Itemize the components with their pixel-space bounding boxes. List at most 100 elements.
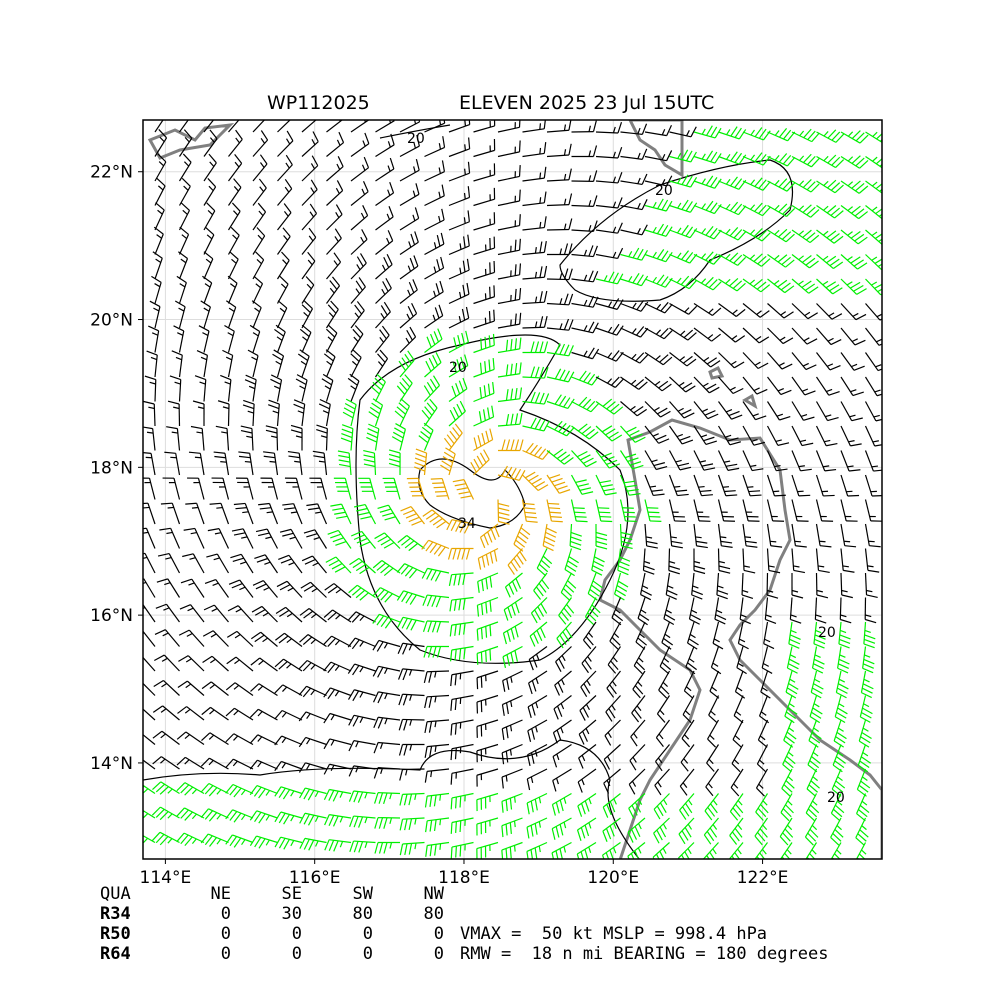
wind-barb <box>250 735 277 745</box>
wind-barb <box>226 810 253 822</box>
wind-barb <box>645 500 661 522</box>
cell-value: 30 <box>231 904 302 924</box>
wind-barb <box>477 696 498 714</box>
wind-barb <box>422 568 449 581</box>
wind-barb <box>399 719 424 730</box>
wind-barb <box>678 843 694 868</box>
wind-barb <box>502 696 522 716</box>
wind-barb <box>135 528 155 548</box>
table-row: R64 0 0 0 0 <box>100 944 444 964</box>
wind-barb <box>477 720 498 738</box>
wind-barb <box>863 647 875 673</box>
wind-barb <box>157 579 180 598</box>
wind-barbs <box>128 105 893 870</box>
wind-barb <box>866 328 890 345</box>
wind-barb <box>502 794 523 813</box>
wind-barb <box>523 216 547 230</box>
wind-barb <box>792 377 815 395</box>
wind-barb <box>523 342 548 353</box>
wind-barb <box>425 305 443 328</box>
wind-barb <box>451 696 474 711</box>
wind-barb <box>841 402 863 421</box>
wind-barb <box>768 353 793 370</box>
wind-barb <box>278 155 293 181</box>
wind-barb <box>719 278 746 290</box>
wind-barb <box>547 369 574 382</box>
wind-barb <box>153 252 162 279</box>
wind-barb <box>178 681 204 695</box>
wind-barb <box>645 353 672 365</box>
wind-barb <box>449 283 469 304</box>
wind-barb <box>299 712 326 721</box>
wind-barb <box>547 194 572 206</box>
wind-barb <box>191 426 204 450</box>
wind-barb <box>327 229 342 255</box>
wind-barb <box>694 500 710 522</box>
wind-barb <box>234 503 253 524</box>
wind-barb <box>285 478 302 499</box>
wind-barb <box>670 200 697 212</box>
wind-barb <box>449 401 465 426</box>
wind-barb <box>400 111 420 132</box>
wind-barb <box>398 536 425 551</box>
wind-barb <box>547 475 570 494</box>
lat-tick-label: 20°N <box>90 311 133 331</box>
wind-barb <box>351 205 368 230</box>
wind-barb <box>792 205 819 218</box>
wind-barb <box>742 573 753 598</box>
wind-barb <box>424 621 449 632</box>
wind-barb <box>583 622 596 649</box>
wind-barb <box>523 316 548 328</box>
wind-barb <box>498 190 520 206</box>
wind-barb <box>260 478 277 499</box>
wind-barb <box>743 549 755 573</box>
wind-barb <box>743 127 770 139</box>
wind-barb <box>425 352 442 377</box>
wind-barb <box>577 843 596 865</box>
wind-barb <box>151 276 161 303</box>
wind-barb <box>250 684 277 696</box>
wind-barb <box>288 452 302 475</box>
wind-barb <box>866 402 887 421</box>
wind-barb <box>302 228 316 254</box>
wind-barb <box>719 202 746 214</box>
wind-barb <box>792 154 819 167</box>
wind-barb <box>864 622 875 648</box>
wind-barb <box>523 392 549 404</box>
wind-barb <box>670 500 686 522</box>
wind-barb <box>866 304 891 321</box>
contour-label-20: 20 <box>449 360 467 376</box>
wind-barb <box>817 130 844 143</box>
wind-barb <box>178 656 204 671</box>
wind-barb <box>253 130 268 156</box>
wind-barb <box>166 427 179 451</box>
wind-barb <box>477 622 498 641</box>
wind-barb <box>694 201 721 213</box>
wind-barb <box>214 452 229 475</box>
wind-barb <box>572 322 599 333</box>
wind-barb <box>478 573 498 593</box>
wind-barb <box>504 598 522 621</box>
wind-barb <box>425 185 445 206</box>
wind-barb <box>229 580 253 597</box>
wind-barb <box>477 843 498 860</box>
wind-barb <box>561 573 576 600</box>
wind-barb <box>547 144 571 157</box>
wind-barb <box>705 794 719 820</box>
wind-barb <box>694 304 721 316</box>
wind-barb <box>324 739 351 749</box>
wind-barb <box>817 451 837 471</box>
wind-barb <box>351 181 368 205</box>
wind-barb <box>155 630 180 647</box>
wind-barb <box>503 671 523 692</box>
wind-barb <box>202 276 211 303</box>
wind-barb <box>596 197 622 208</box>
wind-barb <box>654 818 670 843</box>
wind-barb <box>180 105 193 132</box>
wind-barb <box>474 406 494 426</box>
wind-barb <box>278 252 290 279</box>
wind-barb <box>543 524 556 551</box>
wind-barb <box>422 540 449 556</box>
wind-barb <box>400 183 419 205</box>
wind-barb <box>250 325 260 352</box>
